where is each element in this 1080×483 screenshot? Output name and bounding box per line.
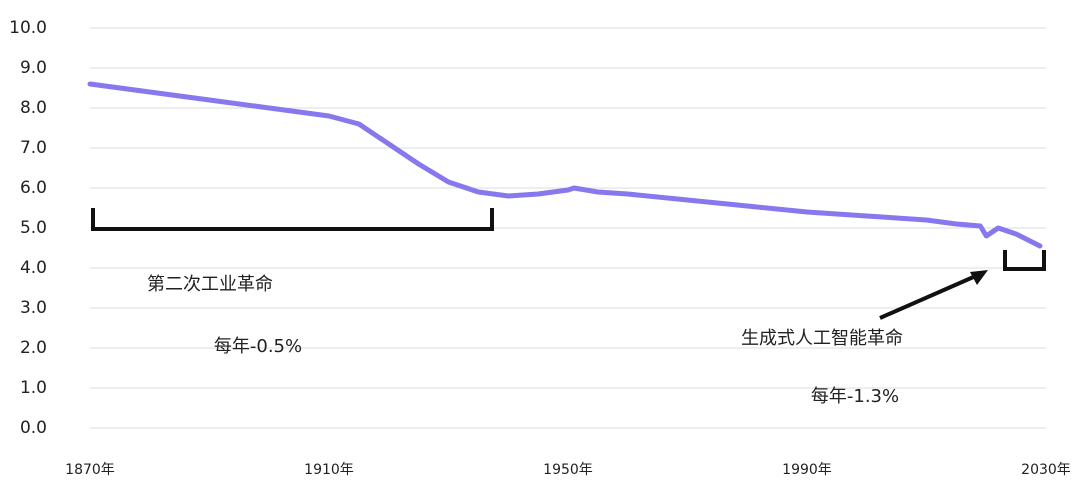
annotation: 第二次工业革命 xyxy=(147,274,273,295)
x-tick-label: 2030年 xyxy=(1021,462,1071,478)
y-tick-label: 2.0 xyxy=(20,338,47,358)
y-tick-label: 9.0 xyxy=(20,58,47,78)
arrow-head xyxy=(970,270,988,285)
y-tick-label: 10.0 xyxy=(9,18,47,38)
y-tick-label: 7.0 xyxy=(20,138,47,158)
axes: 0.0 1.0 2.0 3.0 4.0 5.0 6.0 7.0 8.0 9.0 10.0 1870年 1… xyxy=(9,18,1071,478)
y-tick-label: 6.0 xyxy=(20,178,47,198)
bracket-ai xyxy=(1003,250,1046,271)
y-tick-label: 8.0 xyxy=(20,98,47,118)
arrow-line xyxy=(879,273,979,320)
annotation: 每年-1.3% xyxy=(811,386,899,407)
data-line xyxy=(87,81,1043,249)
y-tick-label: 5.0 xyxy=(20,218,47,238)
y-tick-label: 4.0 xyxy=(20,258,47,278)
x-tick-label: 1910年 xyxy=(304,462,354,478)
y-tick-label: 1.0 xyxy=(20,378,47,398)
annotation: 每年-0.5% xyxy=(214,336,302,357)
bracket-industrial xyxy=(91,208,494,231)
annotation: 生成式人工智能革命 xyxy=(741,328,903,349)
x-tick-label: 1950年 xyxy=(543,462,593,478)
x-tick-label: 1870年 xyxy=(65,462,115,478)
brackets xyxy=(91,208,1046,320)
y-tick-label: 0.0 xyxy=(20,418,47,438)
y-tick-label: 3.0 xyxy=(20,298,47,318)
x-tick-label: 1990年 xyxy=(782,462,832,478)
